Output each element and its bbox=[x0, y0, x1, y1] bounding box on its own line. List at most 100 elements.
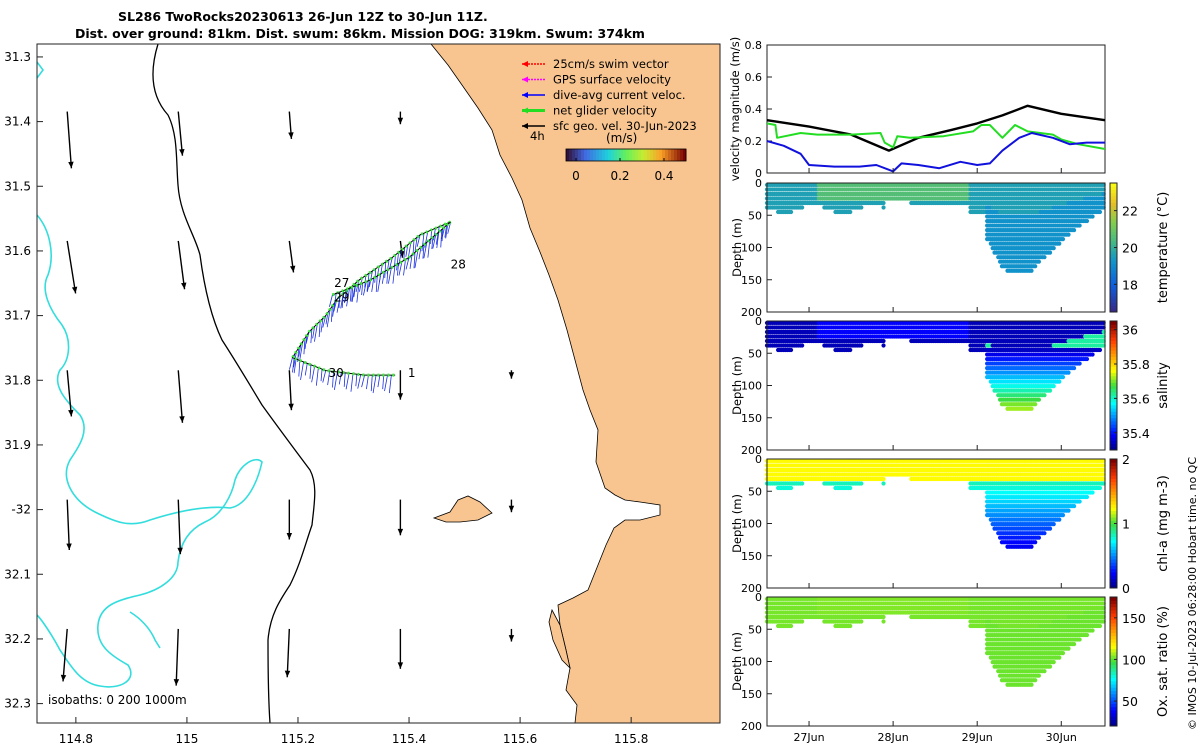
map-xtick-label: 115 bbox=[175, 732, 198, 746]
chla-dot bbox=[881, 476, 886, 482]
geo-vector-head bbox=[508, 635, 515, 642]
salinity-dot bbox=[1077, 361, 1082, 366]
salinity-colorbar-cell bbox=[1110, 443, 1117, 448]
salinity-colorbar-cell bbox=[1110, 411, 1117, 416]
salinity-dot bbox=[1036, 397, 1042, 402]
geo-vector-head bbox=[284, 670, 291, 678]
legend-arrowhead bbox=[522, 107, 528, 114]
chla-dot bbox=[1047, 526, 1053, 531]
chla-dot bbox=[1060, 513, 1066, 518]
geo-vector-head bbox=[68, 409, 74, 417]
geo-vector bbox=[288, 370, 293, 411]
salinity-colorbar-cell bbox=[1110, 327, 1117, 332]
current-vector bbox=[345, 373, 350, 390]
salinity-colorbar-cell bbox=[1110, 430, 1117, 435]
current-vector bbox=[338, 372, 342, 385]
map-ytick-label: 31.3 bbox=[4, 50, 31, 64]
geo-vector bbox=[177, 111, 184, 156]
salinity-colorbar-cell bbox=[1110, 340, 1117, 345]
colorbar-cell bbox=[617, 149, 621, 161]
chla-dot bbox=[859, 481, 864, 486]
temperature-ytick-label: 100 bbox=[741, 242, 762, 255]
map-ytick-label: 31.5 bbox=[4, 179, 31, 193]
salinity-dot bbox=[1042, 393, 1047, 398]
colorbar-cell bbox=[614, 149, 618, 161]
current-vector bbox=[309, 364, 312, 379]
current-vector bbox=[356, 284, 360, 303]
salinity-colorbar-cell bbox=[1110, 330, 1117, 335]
chla-dot bbox=[1029, 544, 1034, 549]
temperature-colorbar-cell bbox=[1110, 295, 1117, 300]
map-ytick-label: 31.8 bbox=[4, 373, 31, 387]
current-vector bbox=[397, 263, 399, 276]
current-vector bbox=[329, 294, 333, 308]
colorbar-cell bbox=[659, 149, 663, 161]
geo-vector-head bbox=[177, 547, 183, 555]
temperature-dot bbox=[1036, 259, 1042, 264]
colorbar-cell bbox=[593, 149, 597, 161]
current-vector bbox=[361, 282, 364, 296]
day-label: 28 bbox=[451, 257, 466, 271]
temperature-dot bbox=[1047, 250, 1053, 255]
salinity-colorbar-tick-label: 35.8 bbox=[1122, 357, 1150, 372]
colorbar-cell bbox=[581, 149, 585, 161]
salinity-colorbar-cell bbox=[1110, 424, 1117, 428]
salinity-dot bbox=[1029, 406, 1034, 411]
rottnest-island bbox=[432, 495, 493, 523]
legend-label: GPS surface velocity bbox=[553, 73, 671, 87]
geo-vector bbox=[66, 370, 73, 417]
salinity-colorbar-tick-label: 36 bbox=[1122, 323, 1138, 338]
map-ytick-label: 31.6 bbox=[4, 244, 31, 258]
salinity-dot bbox=[1047, 388, 1053, 393]
temperature-colorbar-cell bbox=[1110, 289, 1117, 294]
current-vector bbox=[355, 374, 358, 387]
temperature-colorbar-cell bbox=[1110, 208, 1117, 213]
current-vector bbox=[386, 269, 389, 284]
geo-vector-head bbox=[398, 250, 405, 258]
current-vector bbox=[445, 224, 449, 239]
colorbar-cell bbox=[590, 149, 594, 161]
temperature-dot bbox=[1060, 237, 1066, 242]
current-vector bbox=[405, 257, 410, 270]
temperature-dot bbox=[859, 205, 864, 210]
colorbar-cell bbox=[608, 149, 612, 161]
temperature-dot bbox=[1071, 227, 1077, 233]
salinity-ytick-label: 150 bbox=[741, 412, 762, 425]
temperature-colorbar-cell bbox=[1110, 224, 1117, 229]
current-vector bbox=[427, 239, 431, 258]
day-label: 1 bbox=[408, 366, 416, 380]
current-vector bbox=[345, 288, 348, 302]
isobath-200m bbox=[152, 43, 316, 724]
colorbar-cell bbox=[602, 149, 606, 161]
glider-track-colored bbox=[290, 220, 452, 377]
temperature-dot bbox=[1097, 209, 1103, 215]
current-vector bbox=[343, 291, 347, 304]
temperature-colorbar-cell bbox=[1110, 276, 1117, 281]
geo-vector-head bbox=[508, 505, 515, 513]
temperature-colorbar-cell bbox=[1110, 270, 1117, 274]
geo-vector bbox=[66, 111, 73, 169]
legend-label: sfc geo. vel. 30-Jun-2023 bbox=[553, 119, 697, 133]
temperature-dot bbox=[1029, 268, 1034, 273]
salinity-ytick-label: 50 bbox=[748, 347, 762, 360]
garden-island bbox=[548, 608, 571, 670]
temperature-colorbar-cell bbox=[1110, 253, 1117, 258]
velocity-ytick-label: 0.8 bbox=[745, 39, 763, 52]
colorbar-cell bbox=[680, 149, 684, 161]
colorbar-cell bbox=[575, 149, 579, 161]
salinity-dot bbox=[859, 343, 864, 348]
salinity-colorbar-cell bbox=[1110, 417, 1117, 422]
chla-dot bbox=[1033, 540, 1038, 545]
current-vector bbox=[310, 329, 313, 344]
salinity-dot bbox=[1060, 375, 1066, 380]
colorbar-cell bbox=[596, 149, 600, 161]
current-vector bbox=[304, 334, 308, 350]
isobath-1000m bbox=[36, 214, 263, 688]
current-vector bbox=[311, 366, 316, 383]
current-vector bbox=[351, 285, 356, 303]
current-vector bbox=[416, 234, 421, 247]
current-vector bbox=[314, 323, 318, 342]
salinity-colorbar-cell bbox=[1110, 321, 1117, 325]
current-vector bbox=[382, 375, 385, 390]
salinity-colorbar-cell bbox=[1110, 437, 1117, 441]
